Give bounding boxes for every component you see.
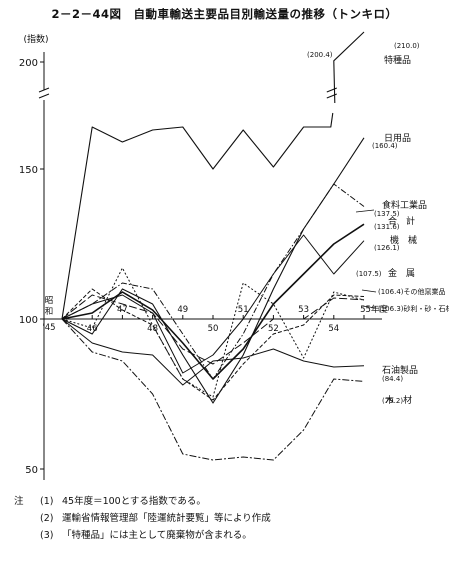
footnote-text: 運輸省情報管理部「陸運統計要覧」等により作成 — [62, 513, 271, 524]
series-break-mark — [326, 87, 337, 99]
y-tick-label: 150 — [19, 165, 38, 176]
series-line-3 — [61, 183, 365, 380]
series-name-label: 特種品 — [384, 54, 411, 66]
series-line-9 — [61, 318, 365, 386]
series-name-label: 金 属 — [388, 267, 415, 279]
series-line-2 — [61, 137, 365, 404]
series-value-label: (126.1) — [374, 244, 400, 252]
series-label: (106.3)砂利・砂・石材 — [378, 304, 449, 313]
y-axis-label: (指数) — [23, 33, 48, 45]
x-tick-label: 51 — [238, 305, 249, 315]
series-name-label: 機 械 — [390, 234, 417, 246]
series-line-7 — [61, 294, 365, 365]
leader-line — [355, 209, 375, 213]
x-tick-label: 和 — [45, 307, 54, 317]
series-line-5 — [61, 234, 365, 374]
footnote-number: (1) — [40, 496, 54, 507]
series-value-label: (210.0) — [394, 42, 420, 50]
series-name-label: 石油製品 — [382, 364, 418, 376]
series-name-label: 木 材 — [385, 394, 412, 406]
series-line-4 — [61, 223, 365, 380]
series-line-1 — [61, 31, 365, 320]
x-tick-label: 48 — [147, 324, 158, 334]
footnote-number: (2) — [40, 513, 54, 524]
series-value-label: (131.6) — [374, 223, 400, 231]
x-tick-label: 46 — [87, 324, 98, 334]
y-tick-label: 50 — [25, 465, 38, 476]
series-point-label: (200.4) — [307, 51, 333, 59]
x-tick-label: 49 — [177, 305, 188, 315]
series-line-6 — [61, 288, 365, 401]
footnote-number: (3) — [40, 530, 54, 541]
x-tick-label: 55年度 — [360, 304, 388, 315]
y-axis-break-mark — [38, 87, 50, 99]
series-value-label: (160.4) — [372, 142, 398, 150]
x-tick-label: 50 — [208, 324, 219, 334]
series-value-label: (107.5) — [356, 270, 382, 278]
leader-line — [361, 305, 377, 309]
x-tick-label: 52 — [268, 324, 279, 334]
y-tick-label: 100 — [19, 315, 38, 326]
x-tick-label: 昭 — [45, 296, 54, 306]
y-tick-label: 200 — [19, 58, 38, 69]
series-name-label: 合 計 — [388, 215, 415, 227]
x-tick-label: 53 — [298, 305, 309, 315]
series-line-10 — [61, 318, 365, 461]
series-value-label: (84.4) — [382, 375, 403, 383]
series-value-label: (137.5) — [374, 210, 400, 218]
footnote-2: (2) 運輸省情報管理部「陸運統計要覧」等により作成 — [14, 510, 271, 527]
series-label: (106.4)その他窯業品 — [378, 287, 446, 296]
chart-title: 2－2－44図 自動車輸送主要品目別輸送量の推移（トンキロ） — [51, 7, 398, 21]
footnotes: 注 (1) 45年度＝100とする指数である。 (2) 運輸省情報管理部「陸運統計要覧… — [14, 493, 271, 544]
series-line-8 — [61, 267, 365, 398]
footnote-text: 45年度＝100とする指数である。 — [62, 496, 206, 507]
footnote-text: 「特種品」には主として廃棄物が含まれる。 — [62, 530, 252, 541]
series-value-label: (79.2) — [382, 397, 403, 405]
footnote-3: (3) 「特種品」には主として廃棄物が含まれる。 — [14, 527, 271, 544]
footnote-1: 注 (1) 45年度＝100とする指数である。 — [14, 493, 271, 510]
x-tick-label: '45 — [42, 323, 55, 333]
leader-line — [361, 289, 377, 293]
series-name-label: 日用品 — [384, 133, 411, 144]
series-name-label: 食料工業品 — [382, 199, 427, 211]
footnote-lead: 注 — [14, 496, 24, 507]
x-tick-label: 54 — [328, 324, 339, 334]
